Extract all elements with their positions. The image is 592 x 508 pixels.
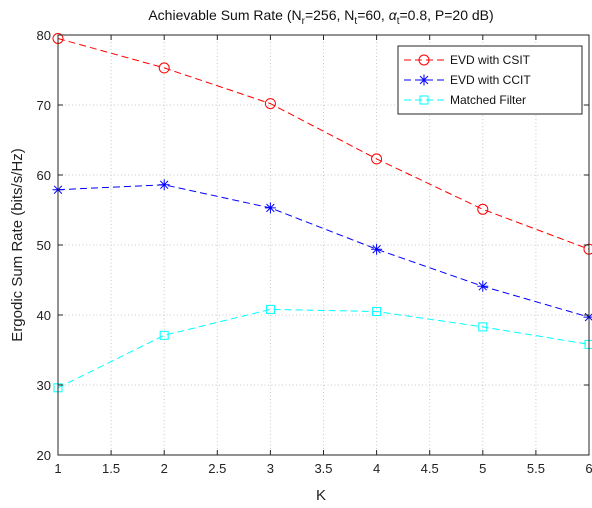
series-asterisk bbox=[52, 179, 592, 323]
series-line bbox=[57, 308, 590, 389]
x-tick-label: 5 bbox=[479, 461, 486, 476]
data-point-asterisk bbox=[477, 280, 489, 292]
data-point-square bbox=[372, 307, 382, 316]
data-point-asterisk bbox=[371, 243, 383, 255]
y-tick-label: 40 bbox=[37, 308, 51, 323]
data-point-asterisk bbox=[418, 74, 430, 86]
x-tick-label: 3.5 bbox=[314, 461, 332, 476]
data-point-square bbox=[265, 304, 275, 314]
title-alpha: α bbox=[389, 7, 398, 23]
x-tick-label: 2 bbox=[161, 461, 168, 476]
y-axis-label: Ergodic Sum Rate (bits/s/Hz) bbox=[9, 148, 26, 341]
y-tick-label: 30 bbox=[37, 378, 51, 393]
series-line bbox=[57, 184, 590, 318]
title-sub-alpha: t bbox=[397, 16, 400, 27]
x-tick-label: 4 bbox=[373, 461, 380, 476]
x-tick-label: 1 bbox=[54, 461, 61, 476]
y-tick-label: 50 bbox=[37, 238, 51, 253]
y-tick-label: 60 bbox=[37, 168, 51, 183]
x-tick-label: 4.5 bbox=[421, 461, 439, 476]
data-point-asterisk bbox=[264, 202, 276, 214]
x-tick-label: 3 bbox=[267, 461, 274, 476]
legend-item: EVD with CSIT bbox=[404, 53, 531, 67]
legend-label: EVD with CCIT bbox=[450, 73, 531, 87]
data-point-square bbox=[419, 95, 429, 105]
series-line bbox=[57, 38, 590, 250]
y-tick-label: 70 bbox=[37, 98, 51, 113]
x-tick-label: 2.5 bbox=[208, 461, 226, 476]
x-tick-label: 6 bbox=[585, 461, 592, 476]
tick-labels: 1 1.5 2 2.5 3 3.5 4 4.5 5 5.5 6 20 30 40 50 60 70 80 bbox=[37, 28, 592, 476]
legend-label: Matched Filter bbox=[450, 93, 526, 107]
title-suffix: =0.8, P=20 dB) bbox=[399, 7, 493, 23]
data-point-circle bbox=[418, 54, 430, 66]
x-tick-label: 1.5 bbox=[102, 461, 120, 476]
legend-item: EVD with CCIT bbox=[404, 73, 531, 87]
data-point-circle bbox=[477, 203, 489, 215]
title-prefix: Achievable Sum Rate (N bbox=[148, 7, 301, 23]
data-point-square bbox=[478, 322, 488, 332]
data-point-circle bbox=[264, 98, 276, 110]
y-tick-label: 80 bbox=[37, 28, 51, 43]
legend: EVD with CSIT EVD with CCIT Matched Filter bbox=[397, 45, 583, 115]
x-axis-label: K bbox=[316, 487, 326, 504]
data-point-asterisk bbox=[158, 179, 170, 191]
legend-label: EVD with CSIT bbox=[450, 53, 531, 67]
data-point-asterisk bbox=[583, 311, 592, 323]
title-sub-r: r bbox=[302, 16, 306, 27]
ticks bbox=[57, 34, 590, 456]
grid bbox=[58, 35, 589, 455]
data-point-circle bbox=[158, 62, 170, 74]
y-tick-label: 20 bbox=[37, 448, 51, 463]
data-point-square bbox=[159, 330, 169, 340]
chart-title: Achievable Sum Rate (Nr=256, Nt=60, αt=0… bbox=[148, 7, 493, 27]
title-part3: =60, bbox=[357, 7, 389, 23]
title-sub-t: t bbox=[354, 16, 357, 27]
data-point-circle bbox=[371, 153, 383, 165]
legend-item: Matched Filter bbox=[404, 93, 526, 107]
x-tick-label: 5.5 bbox=[527, 461, 545, 476]
title-part2: =256, N bbox=[305, 7, 354, 23]
